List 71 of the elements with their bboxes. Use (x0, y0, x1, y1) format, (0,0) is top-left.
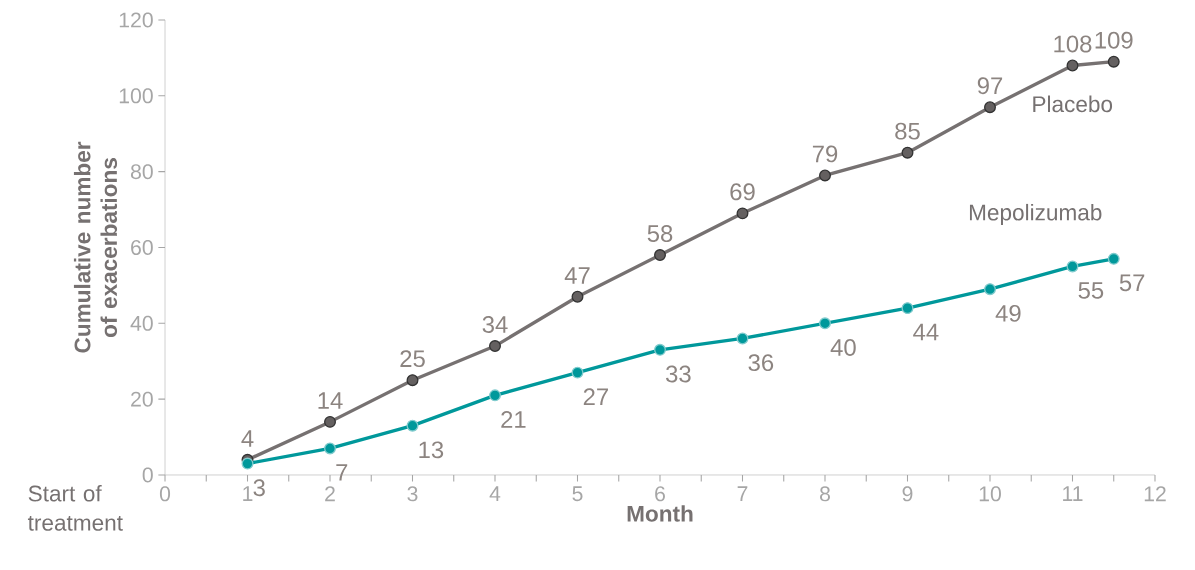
x-tick-label: 11 (1063, 486, 1083, 501)
x-tick-label: 8 (820, 486, 830, 502)
point (1107, 252, 1120, 265)
data-label: 58 (647, 225, 673, 242)
data-label: 33 (666, 365, 691, 383)
data-label: 49 (995, 304, 1021, 322)
point (489, 340, 501, 353)
y-tick-label: 60 (131, 239, 153, 255)
point (654, 249, 666, 262)
series-label: Mepolizumab (969, 203, 1102, 225)
y-axis-title: Cumulative number of exacerbations (73, 141, 118, 353)
text: Start of treatment (27, 484, 123, 531)
point (984, 101, 996, 114)
point (901, 302, 914, 315)
point (819, 317, 831, 330)
point (654, 343, 666, 356)
y-tick-label: 40 (130, 315, 153, 331)
point (736, 207, 749, 220)
point (819, 169, 831, 182)
data-label: 85 (895, 122, 920, 140)
series-label: Placebo (1033, 95, 1113, 113)
data-label: 34 (482, 316, 508, 333)
point (1066, 59, 1079, 72)
data-label: 25 (400, 350, 425, 368)
data-label: 79 (812, 145, 838, 163)
x-tick-label: 9 (902, 486, 913, 502)
y-tick-label: 0 (142, 467, 153, 483)
x-tick-label: 10 (979, 486, 1001, 502)
point (1107, 55, 1120, 68)
x-tick-label: 2 (325, 486, 335, 502)
point (571, 366, 584, 379)
data-label: 36 (748, 354, 774, 372)
point (406, 419, 419, 432)
point (736, 332, 749, 345)
point (324, 442, 336, 455)
point (984, 283, 996, 296)
x-tick-label: 3 (407, 486, 418, 502)
data-label: 109 (1095, 31, 1133, 49)
data-label: 108 (1054, 35, 1092, 53)
data-label: 14 (318, 392, 343, 409)
x-tick-label: 12 (1144, 486, 1166, 502)
data-label: 27 (583, 388, 608, 406)
y-tick-label: 80 (130, 164, 153, 180)
data-label: 7 (336, 464, 348, 481)
data-label: 69 (730, 183, 755, 201)
y-tick-label: 20 (131, 391, 153, 407)
data-label: 44 (913, 323, 939, 341)
point (406, 374, 419, 387)
point (901, 146, 914, 159)
point (241, 457, 254, 470)
point (1066, 260, 1079, 273)
data-label: 13 (419, 441, 444, 459)
point (324, 415, 336, 428)
data-label: 55 (1078, 282, 1104, 299)
point (489, 389, 501, 402)
x-tick-label: 5 (572, 486, 583, 502)
data-label: 4 (241, 430, 254, 447)
data-label: 21 (501, 411, 526, 428)
data-label: 40 (830, 339, 856, 356)
data-label: 47 (564, 267, 590, 284)
x-tick-label: 7 (737, 486, 748, 501)
x-tick-label: 4 (489, 486, 501, 501)
x-axis-title: Month (627, 505, 693, 522)
x-tick-label: 6 (655, 486, 665, 502)
y-tick-label: 100 (119, 88, 153, 104)
data-label: 97 (977, 77, 1003, 95)
y-tick-label: 120 (119, 12, 153, 28)
data-label: 57 (1119, 274, 1145, 292)
x-tick-label: 1 (243, 486, 253, 501)
x-tick-label: 0 (159, 486, 171, 502)
point (571, 290, 584, 303)
